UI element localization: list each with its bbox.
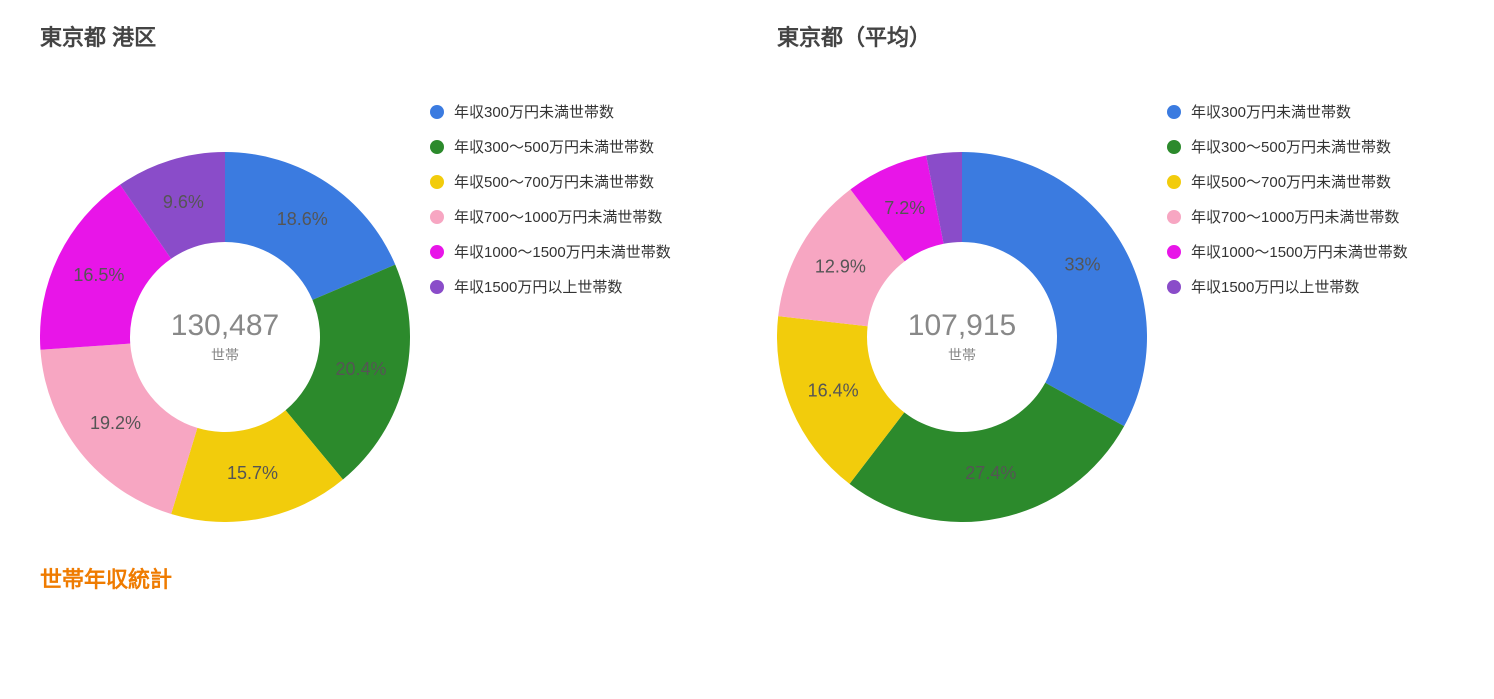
legend-label: 年収1000～1500万円未満世帯数	[454, 242, 671, 263]
legend-item: 年収700～1000万円未満世帯数	[1167, 207, 1408, 228]
slice-label: 16.4%	[808, 381, 859, 401]
donut-center-unit-left: 世帯	[171, 345, 279, 365]
legend-dot	[430, 280, 444, 294]
chart-panel-right: 東京都（平均） 33% 27.4% 16.4% 12.9% 7.2% 107,915 世…	[777, 20, 1454, 522]
slice-label: 16.5%	[73, 265, 124, 285]
donut-slice	[962, 152, 1147, 426]
slice-label: 15.7%	[227, 463, 278, 483]
slice-label: 7.2%	[884, 198, 925, 218]
legend-dot	[1167, 140, 1181, 154]
legend-item: 年収500～700万円未満世帯数	[430, 172, 671, 193]
legend-label: 年収1500万円以上世帯数	[1191, 277, 1359, 298]
legend-dot	[1167, 175, 1181, 189]
legend-label: 年収500～700万円未満世帯数	[454, 172, 654, 193]
legend-item: 年収300～500万円未満世帯数	[430, 137, 671, 158]
chart-body-left: 18.6% 20.4% 15.7% 19.2% 16.5% 9.6% 130,487 世帯…	[40, 92, 717, 522]
chart-title-left: 東京都 港区	[40, 20, 717, 52]
slice-label: 12.9%	[815, 256, 866, 276]
legend-item: 年収1000～1500万円未満世帯数	[430, 242, 671, 263]
donut-left: 18.6% 20.4% 15.7% 19.2% 16.5% 9.6% 130,487 世帯	[40, 152, 410, 522]
donut-center-value-right: 107,915	[908, 309, 1016, 343]
legend-dot	[1167, 210, 1181, 224]
chart-panel-left: 東京都 港区 18.6% 20.4% 15.7% 19.2% 16.5% 9.6% 130…	[40, 20, 717, 522]
legend-item: 年収300万円未満世帯数	[430, 102, 671, 123]
legend-label: 年収300～500万円未満世帯数	[1191, 137, 1391, 158]
legend-label: 年収300万円未満世帯数	[1191, 102, 1351, 123]
legend-dot	[1167, 280, 1181, 294]
legend-dot	[430, 175, 444, 189]
legend-dot	[1167, 245, 1181, 259]
slice-label: 20.4%	[336, 359, 387, 379]
slice-label: 27.4%	[965, 463, 1016, 483]
donut-right: 33% 27.4% 16.4% 12.9% 7.2% 107,915 世帯	[777, 152, 1147, 522]
legend-label: 年収700～1000万円未満世帯数	[454, 207, 662, 228]
chart-title-right: 東京都（平均）	[777, 20, 1454, 52]
legend-dot	[430, 105, 444, 119]
chart-body-right: 33% 27.4% 16.4% 12.9% 7.2% 107,915 世帯 年収300万…	[777, 92, 1454, 522]
legend-left: 年収300万円未満世帯数年収300～500万円未満世帯数年収500～700万円未…	[430, 92, 671, 298]
section-subtitle: 世帯年収統計	[40, 562, 1454, 594]
legend-label: 年収1000～1500万円未満世帯数	[1191, 242, 1408, 263]
donut-center-left: 130,487 世帯	[171, 309, 279, 365]
slice-label: 9.6%	[163, 192, 204, 212]
legend-item: 年収300万円未満世帯数	[1167, 102, 1408, 123]
legend-label: 年収700～1000万円未満世帯数	[1191, 207, 1399, 228]
charts-row: 東京都 港区 18.6% 20.4% 15.7% 19.2% 16.5% 9.6% 130…	[40, 20, 1454, 522]
legend-dot	[430, 140, 444, 154]
donut-center-unit-right: 世帯	[908, 345, 1016, 365]
legend-right: 年収300万円未満世帯数年収300～500万円未満世帯数年収500～700万円未…	[1167, 92, 1408, 298]
legend-label: 年収300万円未満世帯数	[454, 102, 614, 123]
slice-label: 19.2%	[90, 413, 141, 433]
slice-label: 18.6%	[277, 209, 328, 229]
legend-item: 年収1500万円以上世帯数	[1167, 277, 1408, 298]
legend-dot	[430, 245, 444, 259]
legend-item: 年収1000～1500万円未満世帯数	[1167, 242, 1408, 263]
donut-center-value-left: 130,487	[171, 309, 279, 343]
slice-label: 33%	[1064, 254, 1100, 274]
legend-item: 年収500～700万円未満世帯数	[1167, 172, 1408, 193]
legend-dot	[1167, 105, 1181, 119]
legend-item: 年収1500万円以上世帯数	[430, 277, 671, 298]
legend-label: 年収1500万円以上世帯数	[454, 277, 622, 298]
legend-label: 年収500～700万円未満世帯数	[1191, 172, 1391, 193]
donut-center-right: 107,915 世帯	[908, 309, 1016, 365]
legend-label: 年収300～500万円未満世帯数	[454, 137, 654, 158]
legend-item: 年収700～1000万円未満世帯数	[430, 207, 671, 228]
legend-dot	[430, 210, 444, 224]
legend-item: 年収300～500万円未満世帯数	[1167, 137, 1408, 158]
